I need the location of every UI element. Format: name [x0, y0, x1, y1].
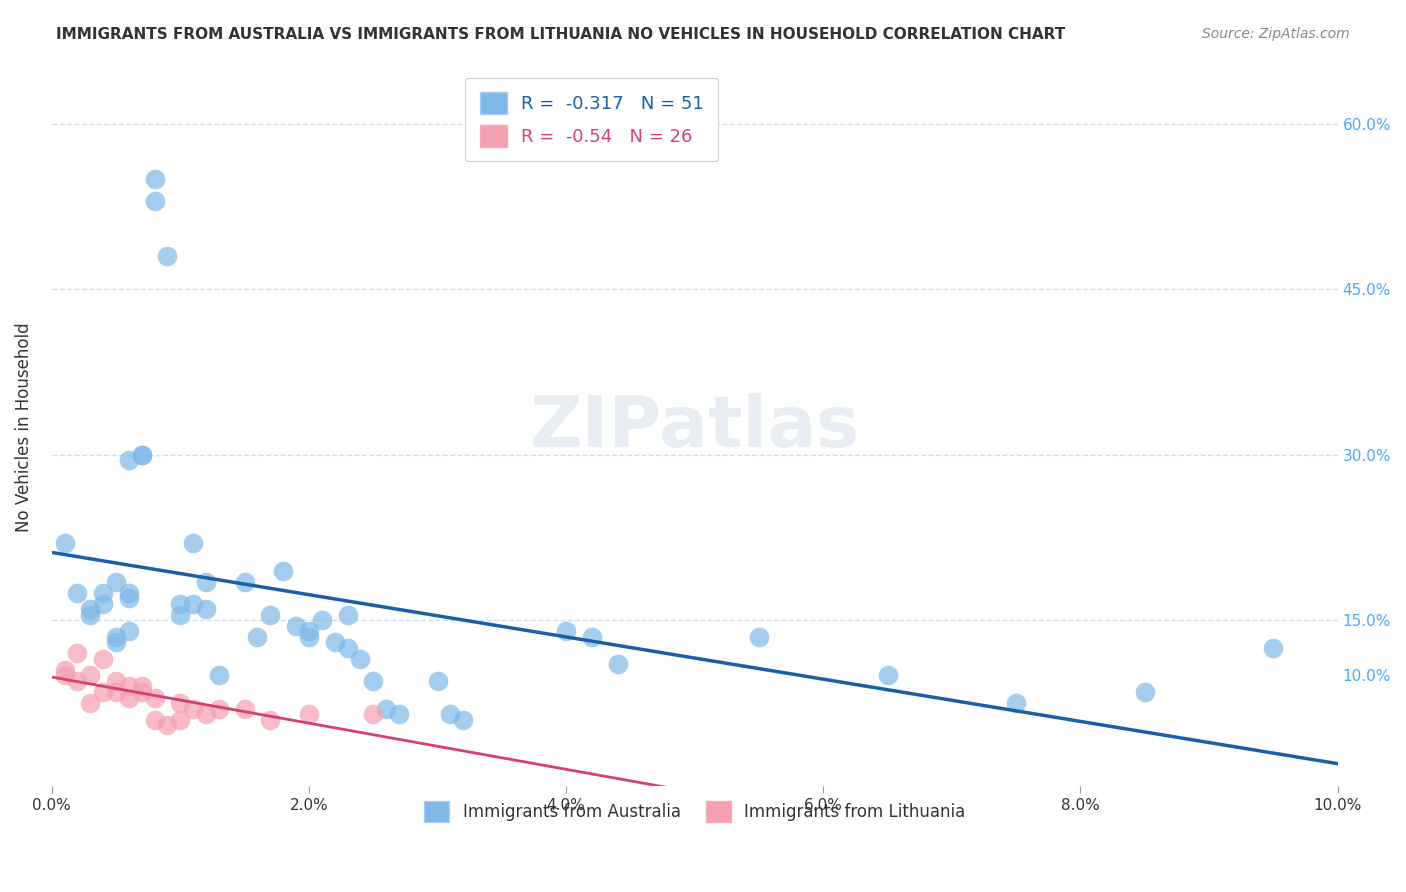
- Point: [66, 646, 89, 660]
- Point: [246, 630, 269, 644]
- Point: [1133, 685, 1156, 699]
- Point: [105, 673, 128, 688]
- Point: [555, 624, 578, 639]
- Point: [349, 652, 371, 666]
- Point: [323, 635, 346, 649]
- Point: [53, 536, 76, 550]
- Point: [748, 630, 770, 644]
- Text: IMMIGRANTS FROM AUSTRALIA VS IMMIGRANTS FROM LITHUANIA NO VEHICLES IN HOUSEHOLD : IMMIGRANTS FROM AUSTRALIA VS IMMIGRANTS …: [56, 27, 1066, 42]
- Point: [143, 690, 166, 705]
- Point: [298, 707, 321, 722]
- Point: [66, 585, 89, 599]
- Point: [105, 630, 128, 644]
- Point: [606, 657, 628, 672]
- Point: [53, 668, 76, 682]
- Y-axis label: No Vehicles in Household: No Vehicles in Household: [15, 322, 32, 532]
- Point: [156, 718, 179, 732]
- Text: Source: ZipAtlas.com: Source: ZipAtlas.com: [1202, 27, 1350, 41]
- Point: [298, 624, 321, 639]
- Point: [105, 635, 128, 649]
- Point: [181, 597, 204, 611]
- Point: [298, 630, 321, 644]
- Legend: Immigrants from Australia, Immigrants from Lithuania: Immigrants from Australia, Immigrants fr…: [411, 788, 979, 835]
- Point: [233, 574, 256, 589]
- Point: [105, 574, 128, 589]
- Point: [1005, 696, 1028, 710]
- Point: [439, 707, 461, 722]
- Point: [195, 602, 218, 616]
- Point: [259, 607, 281, 622]
- Point: [118, 690, 141, 705]
- Point: [181, 536, 204, 550]
- Point: [388, 707, 411, 722]
- Point: [336, 607, 359, 622]
- Point: [118, 680, 141, 694]
- Point: [79, 696, 101, 710]
- Point: [581, 630, 603, 644]
- Point: [79, 602, 101, 616]
- Point: [91, 685, 114, 699]
- Point: [375, 701, 398, 715]
- Point: [426, 673, 449, 688]
- Point: [91, 652, 114, 666]
- Point: [118, 453, 141, 467]
- Point: [233, 701, 256, 715]
- Point: [91, 585, 114, 599]
- Point: [361, 707, 384, 722]
- Point: [79, 607, 101, 622]
- Point: [208, 701, 231, 715]
- Point: [876, 668, 898, 682]
- Point: [336, 640, 359, 655]
- Point: [131, 685, 153, 699]
- Point: [131, 680, 153, 694]
- Point: [156, 249, 179, 263]
- Point: [181, 701, 204, 715]
- Point: [131, 448, 153, 462]
- Point: [66, 673, 89, 688]
- Point: [79, 668, 101, 682]
- Point: [105, 685, 128, 699]
- Point: [195, 574, 218, 589]
- Point: [1263, 640, 1285, 655]
- Text: ZIPatlas: ZIPatlas: [530, 392, 859, 462]
- Point: [259, 713, 281, 727]
- Point: [195, 707, 218, 722]
- Point: [143, 172, 166, 186]
- Point: [311, 613, 333, 627]
- Point: [208, 668, 231, 682]
- Point: [361, 673, 384, 688]
- Point: [53, 663, 76, 677]
- Point: [169, 696, 191, 710]
- Point: [169, 607, 191, 622]
- Point: [451, 713, 474, 727]
- Point: [169, 713, 191, 727]
- Point: [91, 597, 114, 611]
- Point: [131, 448, 153, 462]
- Point: [143, 713, 166, 727]
- Point: [285, 619, 308, 633]
- Point: [271, 564, 294, 578]
- Point: [118, 624, 141, 639]
- Point: [118, 585, 141, 599]
- Point: [118, 591, 141, 606]
- Point: [169, 597, 191, 611]
- Point: [143, 194, 166, 208]
